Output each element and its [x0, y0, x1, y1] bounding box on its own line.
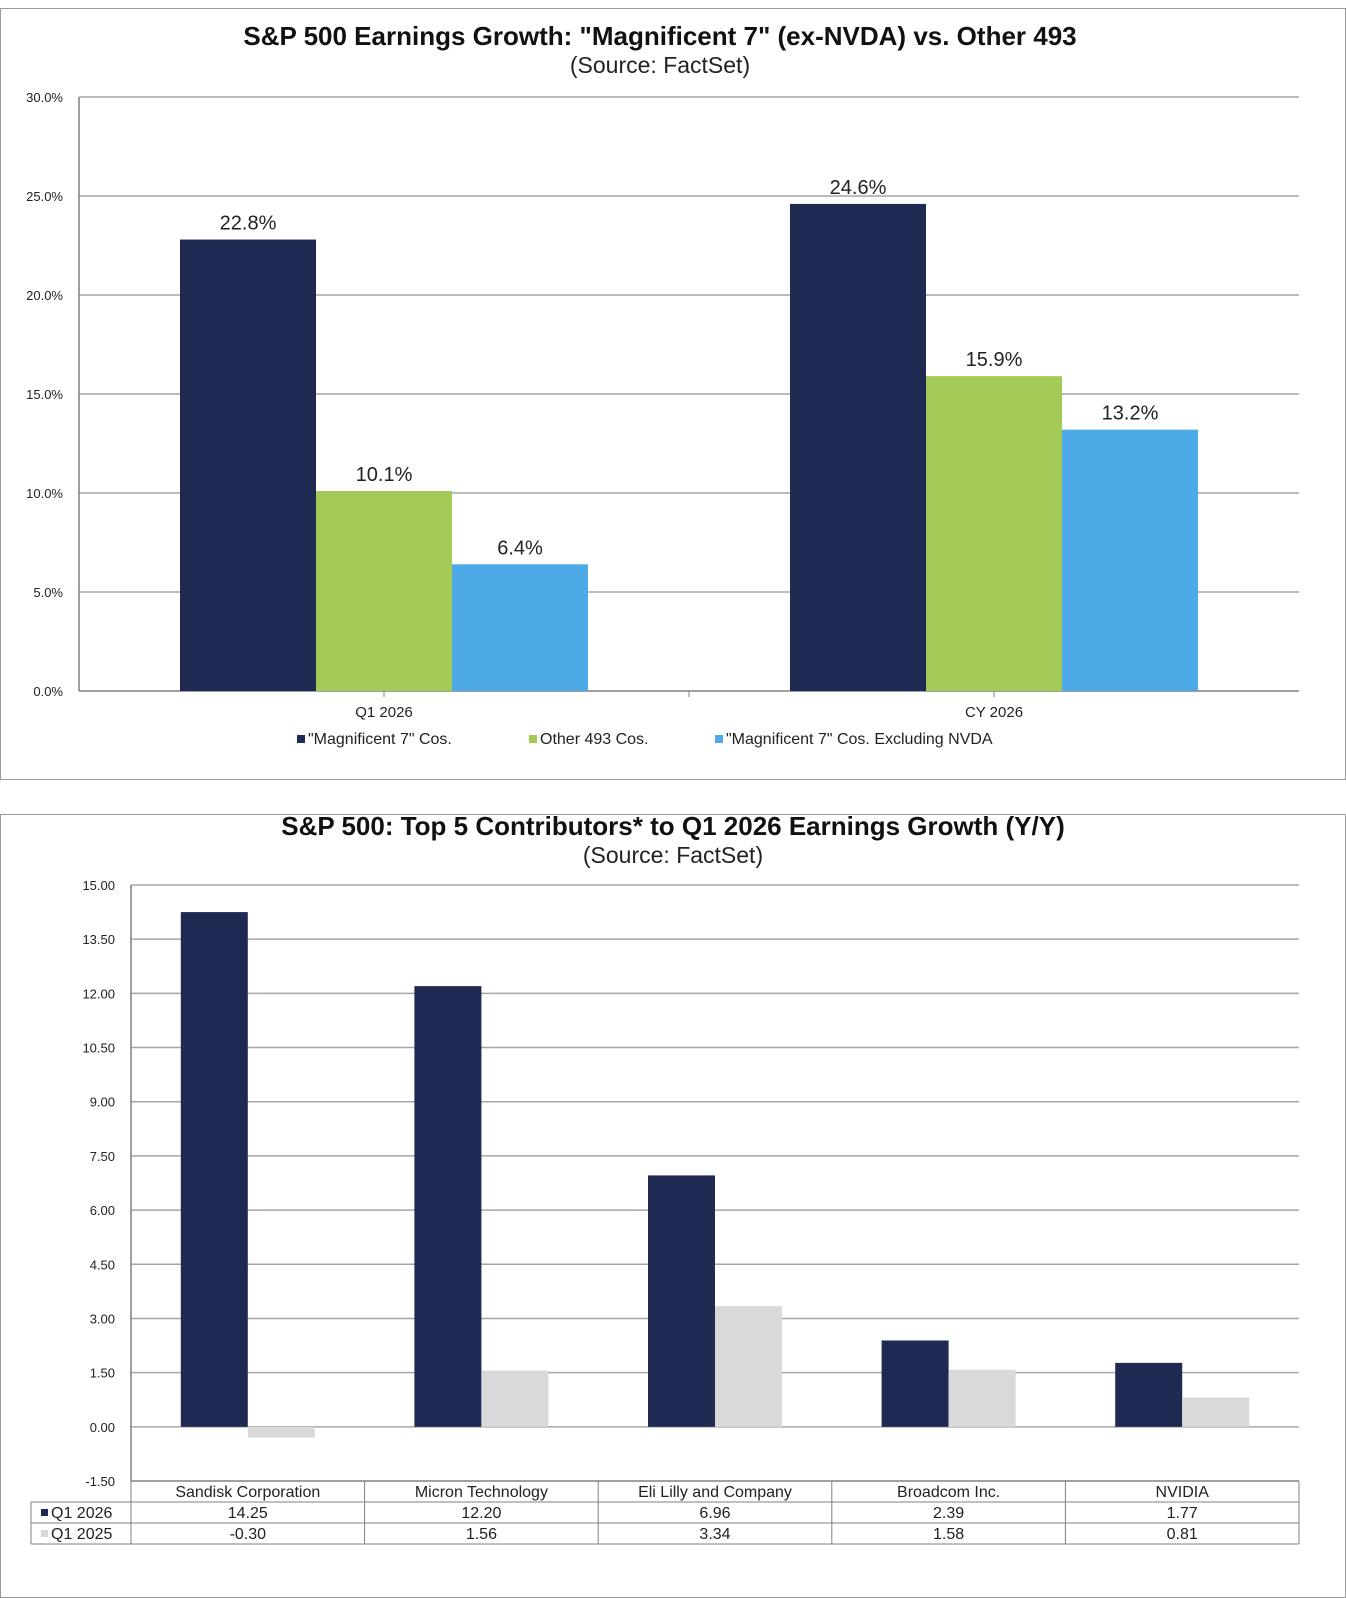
- data-label: 0.81: [1167, 1526, 1198, 1543]
- bar: [481, 1370, 549, 1427]
- data-label: 1.56: [466, 1526, 497, 1543]
- legend-swatch: [715, 735, 723, 743]
- bar: [1182, 1397, 1250, 1427]
- earnings-growth-chart: S&P 500 Earnings Growth: "Magnificent 7"…: [26, 21, 1299, 748]
- bar: [1115, 1362, 1183, 1427]
- data-label: 15.9%: [966, 349, 1023, 371]
- chart-title: S&P 500 Earnings Growth: "Magnificent 7"…: [243, 21, 1076, 51]
- y-tick-label: 0.00: [90, 1420, 115, 1435]
- y-tick-label: 15.00: [82, 878, 115, 893]
- data-label: 12.20: [461, 1505, 501, 1522]
- chart-title: S&P 500: Top 5 Contributors* to Q1 2026 …: [281, 815, 1065, 841]
- data-label: 6.4%: [497, 537, 543, 559]
- y-tick-label: 4.50: [90, 1257, 115, 1272]
- bar: [790, 203, 926, 692]
- x-category-label: CY 2026: [965, 704, 1023, 721]
- bar: [414, 986, 482, 1427]
- legend-swatch: [41, 1530, 48, 1537]
- data-label: 2.39: [933, 1505, 964, 1522]
- legend-label: "Magnificent 7" Cos.: [308, 731, 452, 748]
- y-tick-label: 15.0%: [26, 387, 63, 402]
- data-label: 6.96: [699, 1505, 730, 1522]
- bar: [715, 1306, 782, 1427]
- x-category-label: NVIDIA: [1156, 1484, 1210, 1501]
- data-label: -0.30: [230, 1526, 267, 1543]
- data-label: 10.1%: [356, 464, 413, 486]
- bar: [881, 1340, 949, 1427]
- data-label: 13.2%: [1102, 403, 1159, 425]
- top-contributors-chart: S&P 500: Top 5 Contributors* to Q1 2026 …: [30, 815, 1300, 1545]
- y-tick-label: 30.0%: [26, 90, 63, 105]
- y-tick-label: 5.0%: [33, 585, 63, 600]
- y-tick-label: 13.50: [82, 932, 115, 947]
- bar: [926, 376, 1062, 691]
- x-category-label: Eli Lilly and Company: [638, 1484, 792, 1501]
- y-tick-label: -1.50: [85, 1474, 115, 1489]
- x-category-label: Q1 2026: [355, 704, 413, 721]
- chart-panel-top-contributors: S&P 500: Top 5 Contributors* to Q1 2026 …: [0, 814, 1346, 1598]
- legend-swatch: [297, 735, 305, 743]
- data-label: 1.58: [933, 1526, 964, 1543]
- y-tick-label: 9.00: [90, 1095, 115, 1110]
- bar: [180, 912, 248, 1427]
- bar: [1062, 429, 1198, 691]
- y-tick-label: 10.0%: [26, 486, 63, 501]
- legend-label: Other 493 Cos.: [540, 731, 649, 748]
- y-tick-label: 7.50: [90, 1149, 115, 1164]
- legend-swatch: [529, 735, 537, 743]
- bar: [247, 1426, 315, 1438]
- y-tick-label: 1.50: [90, 1366, 115, 1381]
- y-tick-label: 20.0%: [26, 288, 63, 303]
- chart-panel-earnings-growth: S&P 500 Earnings Growth: "Magnificent 7"…: [0, 8, 1346, 780]
- data-label: 1.77: [1167, 1505, 1198, 1522]
- y-tick-label: 0.0%: [33, 684, 63, 699]
- chart-subtitle: (Source: FactSet): [583, 842, 763, 868]
- bar: [948, 1369, 1016, 1427]
- data-label: 14.25: [228, 1505, 268, 1522]
- bar: [180, 239, 316, 691]
- x-category-label: Sandisk Corporation: [175, 1484, 320, 1501]
- y-tick-label: 25.0%: [26, 189, 63, 204]
- legend-swatch: [41, 1509, 48, 1516]
- bar: [316, 491, 452, 691]
- legend-label: Q1 2026: [51, 1505, 112, 1522]
- data-label: 3.34: [699, 1526, 730, 1543]
- data-label: 22.8%: [220, 213, 277, 235]
- y-tick-label: 10.50: [82, 1041, 115, 1056]
- y-tick-label: 3.00: [90, 1311, 115, 1326]
- x-category-label: Broadcom Inc.: [897, 1484, 1000, 1501]
- y-tick-label: 6.00: [90, 1203, 115, 1218]
- x-category-label: Micron Technology: [415, 1484, 548, 1501]
- legend-label: Q1 2025: [51, 1526, 112, 1543]
- legend-label: "Magnificent 7" Cos. Excluding NVDA: [726, 731, 993, 748]
- bar: [648, 1175, 715, 1427]
- y-tick-label: 12.00: [82, 986, 115, 1001]
- bar: [452, 564, 588, 691]
- data-label: 24.6%: [830, 177, 887, 199]
- chart-subtitle: (Source: FactSet): [570, 52, 750, 78]
